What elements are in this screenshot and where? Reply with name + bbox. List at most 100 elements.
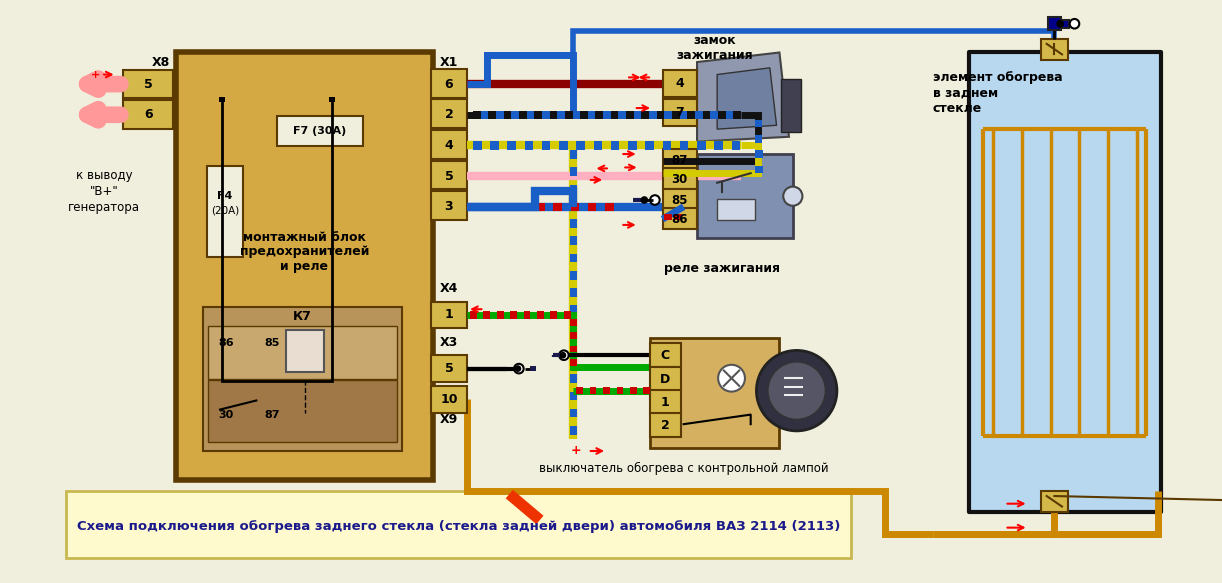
Bar xyxy=(644,387,650,395)
Bar xyxy=(679,141,688,150)
Bar xyxy=(569,219,577,228)
Text: 4: 4 xyxy=(445,139,453,152)
Bar xyxy=(662,168,697,189)
Bar xyxy=(715,141,723,150)
Bar xyxy=(569,322,577,331)
Text: Х9: Х9 xyxy=(440,413,458,426)
Bar xyxy=(650,343,681,367)
Bar xyxy=(569,340,577,349)
Bar xyxy=(634,111,642,118)
Text: 5: 5 xyxy=(445,170,453,182)
Circle shape xyxy=(1056,20,1064,27)
Bar xyxy=(1047,17,1061,30)
Bar xyxy=(276,115,363,146)
Bar xyxy=(675,215,682,220)
Text: C: C xyxy=(661,349,670,361)
Bar xyxy=(541,111,550,118)
Text: стекле: стекле xyxy=(932,101,982,114)
Bar xyxy=(631,387,637,395)
Text: и реле: и реле xyxy=(280,259,329,273)
Circle shape xyxy=(1069,19,1079,29)
Bar xyxy=(524,311,530,319)
Bar xyxy=(662,141,671,150)
Text: 1: 1 xyxy=(661,396,670,409)
Bar xyxy=(541,141,550,150)
Bar xyxy=(430,386,467,413)
Bar xyxy=(569,202,577,210)
Bar xyxy=(286,331,324,373)
Text: зажигания: зажигания xyxy=(677,49,754,62)
Bar xyxy=(536,311,544,319)
Bar xyxy=(588,111,595,118)
Text: монтажный блок: монтажный блок xyxy=(243,231,365,244)
Circle shape xyxy=(560,350,568,360)
Bar xyxy=(524,141,533,150)
Bar xyxy=(605,203,613,210)
Bar xyxy=(519,203,528,210)
Bar xyxy=(577,387,583,395)
Bar xyxy=(595,111,604,118)
Text: 6: 6 xyxy=(144,108,153,121)
Bar xyxy=(430,355,467,382)
Bar xyxy=(430,191,467,220)
Bar xyxy=(626,111,634,118)
Text: 85: 85 xyxy=(672,194,688,206)
Text: –: – xyxy=(550,347,558,363)
Bar xyxy=(563,311,571,319)
Text: выключатель обогрева с контрольной лампой: выключатель обогрева с контрольной лампо… xyxy=(539,462,829,475)
Bar xyxy=(501,203,511,210)
Bar xyxy=(219,97,225,102)
Bar xyxy=(726,111,733,118)
Bar xyxy=(703,111,710,118)
Bar xyxy=(754,150,763,158)
Text: D: D xyxy=(660,373,671,385)
Circle shape xyxy=(767,362,825,419)
Bar xyxy=(569,332,577,339)
Text: +: + xyxy=(571,444,582,458)
Bar xyxy=(569,288,577,297)
Polygon shape xyxy=(717,68,776,129)
Bar xyxy=(569,185,577,194)
Bar xyxy=(208,380,397,442)
Bar xyxy=(1061,20,1069,27)
Bar xyxy=(480,111,489,118)
Text: F7 (30A): F7 (30A) xyxy=(293,126,346,136)
Circle shape xyxy=(514,366,522,372)
Bar xyxy=(569,409,577,417)
Bar xyxy=(569,359,577,366)
Bar xyxy=(650,413,681,437)
Bar xyxy=(557,111,565,118)
Bar xyxy=(571,203,579,210)
Circle shape xyxy=(514,364,524,373)
Text: "В+": "В+" xyxy=(89,185,119,198)
Text: (20А): (20А) xyxy=(210,206,238,216)
Bar xyxy=(569,167,577,176)
Bar xyxy=(208,326,397,379)
Bar xyxy=(665,215,672,220)
Bar xyxy=(569,374,577,383)
Bar xyxy=(530,366,536,371)
Polygon shape xyxy=(697,52,789,142)
Bar xyxy=(569,305,577,314)
Bar xyxy=(430,130,467,159)
Text: элемент обогрева: элемент обогрева xyxy=(932,71,1062,84)
Bar xyxy=(569,271,577,279)
Bar xyxy=(569,254,577,262)
Bar xyxy=(656,111,665,118)
Bar xyxy=(717,199,755,220)
Bar xyxy=(573,111,580,118)
Bar xyxy=(781,79,800,132)
Bar xyxy=(467,203,475,210)
Circle shape xyxy=(783,187,803,206)
Bar xyxy=(560,141,568,150)
Bar xyxy=(569,319,577,325)
Bar xyxy=(650,338,780,448)
Bar xyxy=(565,111,573,118)
Bar xyxy=(679,111,688,118)
Bar xyxy=(719,111,726,118)
Bar xyxy=(519,111,527,118)
Text: +: + xyxy=(90,69,100,79)
Bar xyxy=(590,387,596,395)
Bar xyxy=(688,111,695,118)
Bar xyxy=(203,307,402,451)
